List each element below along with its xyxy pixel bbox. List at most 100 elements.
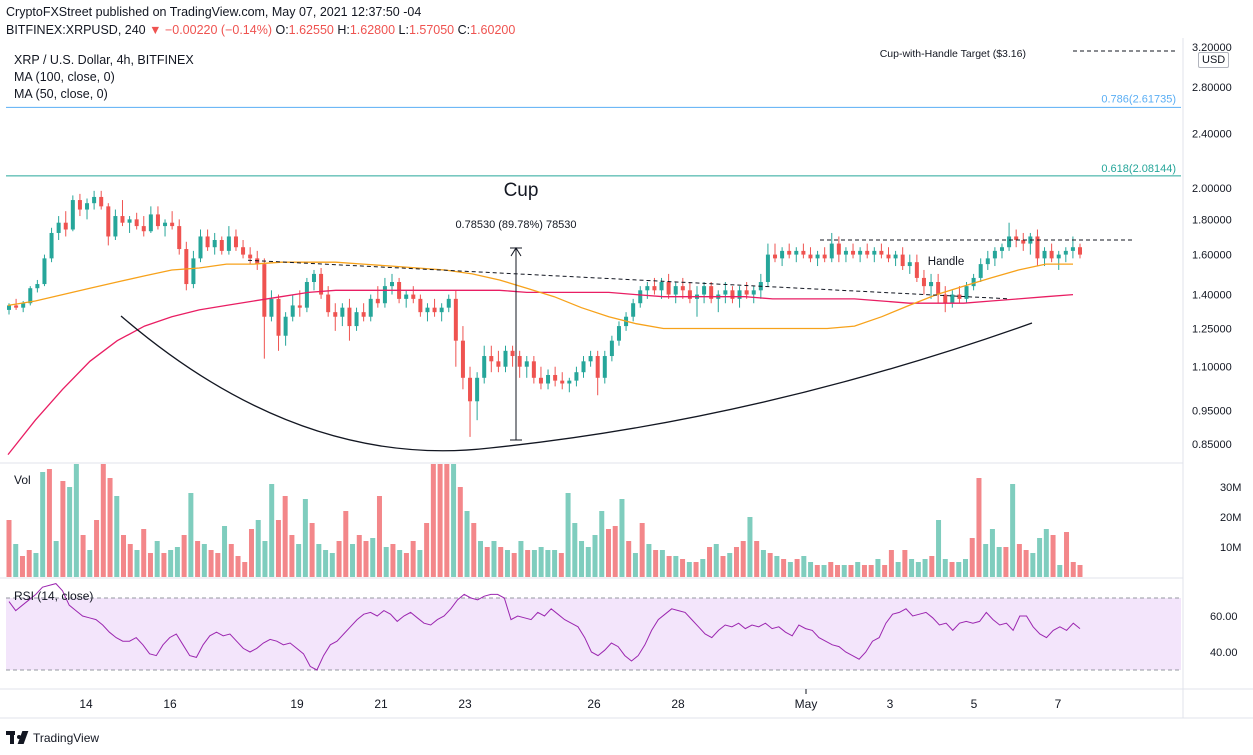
ma50-legend[interactable]: MA (50, close, 0) xyxy=(14,87,108,101)
volume-bar xyxy=(754,541,760,577)
volume-bar xyxy=(161,553,167,577)
candle-body xyxy=(63,222,68,230)
volume-bar xyxy=(168,550,174,577)
candle-body xyxy=(297,305,302,308)
candle-body xyxy=(482,356,487,378)
candle-body xyxy=(524,361,529,367)
candle-body xyxy=(538,377,543,384)
candle-body xyxy=(290,305,295,317)
volume-bar xyxy=(343,511,349,577)
volume-bar xyxy=(680,559,686,577)
volume-bar xyxy=(538,547,544,577)
candle-body xyxy=(787,250,792,255)
candle-body xyxy=(680,286,685,291)
volume-bar xyxy=(383,547,389,577)
candle-body xyxy=(233,236,238,248)
open-value: 1.62550 xyxy=(288,23,334,37)
volume-bar xyxy=(269,484,275,577)
volume-bar xyxy=(969,538,975,577)
volume-bar xyxy=(26,550,32,577)
volume-bar xyxy=(397,550,403,577)
time-tick-label: 14 xyxy=(79,697,93,711)
candle-body xyxy=(553,374,558,381)
close-value: 1.60200 xyxy=(470,23,516,37)
candle-body xyxy=(368,298,373,317)
volume-bar xyxy=(599,511,605,577)
candle-body xyxy=(687,290,692,299)
volume-bar xyxy=(700,559,706,577)
volume-bar xyxy=(296,544,302,577)
volume-bar xyxy=(861,565,867,577)
series-title[interactable]: XRP / U.S. Dollar, 4h, BITFINEX xyxy=(14,53,194,67)
candle-body xyxy=(411,294,416,299)
volume-bar xyxy=(1064,532,1070,577)
candle-body xyxy=(269,298,274,317)
volume-bar xyxy=(363,541,369,577)
time-tick-label: 5 xyxy=(971,697,978,711)
low-label: L: xyxy=(398,23,409,37)
candle-body xyxy=(517,356,522,367)
candle-body xyxy=(992,250,997,259)
candle-body xyxy=(1035,236,1040,259)
tradingview-footer[interactable]: TradingView xyxy=(6,731,99,745)
volume-bar xyxy=(309,523,315,577)
volume-bar xyxy=(100,464,106,577)
volume-bar xyxy=(114,496,120,577)
high-value: 1.62800 xyxy=(349,23,396,37)
ma100-legend[interactable]: MA (100, close, 0) xyxy=(14,70,115,84)
volume-bar xyxy=(13,544,19,577)
candle-body xyxy=(1021,240,1026,244)
volume-bar xyxy=(558,553,564,577)
volume-bar xyxy=(141,529,147,577)
candle-body xyxy=(588,356,593,362)
volume-bar xyxy=(747,517,753,577)
candle-body xyxy=(248,254,253,259)
volume-bar xyxy=(248,529,254,577)
candle-body xyxy=(709,286,714,299)
candle-body xyxy=(872,250,877,255)
candle-body xyxy=(148,214,153,232)
volume-bar xyxy=(1010,484,1016,577)
volume-bar xyxy=(201,544,207,577)
price-tick-label: 0.95000 xyxy=(1192,406,1232,418)
candle-body xyxy=(219,240,224,251)
time-tick-label: 3 xyxy=(887,697,894,711)
candle-body xyxy=(92,196,97,204)
candle-body xyxy=(1007,236,1012,248)
time-tick-label: 28 xyxy=(671,697,685,711)
candle-body xyxy=(425,307,430,313)
time-tick-label: 21 xyxy=(374,697,388,711)
rsi-tick-label: 40.00 xyxy=(1210,647,1238,659)
candle-body xyxy=(460,340,465,378)
volume-bar xyxy=(147,553,153,577)
volume-bar xyxy=(228,544,234,577)
candle-body xyxy=(191,258,196,285)
candle-body xyxy=(241,247,246,255)
candle-body xyxy=(49,232,54,259)
volume-bar xyxy=(868,565,874,577)
volume-bar xyxy=(781,559,787,577)
volume-bar xyxy=(134,550,140,577)
candle-body xyxy=(113,216,118,237)
volume-bar xyxy=(942,559,948,577)
volume-bar xyxy=(552,550,558,577)
volume-bar xyxy=(471,523,477,577)
currency-badge[interactable]: USD xyxy=(1198,52,1230,68)
time-tick-label: May xyxy=(795,697,818,711)
measure-arrowhead xyxy=(510,247,522,257)
high-label: H: xyxy=(337,23,350,37)
candle-body xyxy=(815,254,820,259)
candle-body xyxy=(198,236,203,259)
volume-bar xyxy=(801,556,807,577)
volume-bar xyxy=(255,520,261,577)
time-tick-label: 19 xyxy=(290,697,304,711)
volume-bar xyxy=(875,559,881,577)
volume-bar xyxy=(983,544,989,577)
change-value: ▼ −0.00220 (−0.14%) xyxy=(149,23,272,37)
volume-bar xyxy=(693,562,699,577)
volume-bar xyxy=(417,550,423,577)
volume-bar xyxy=(673,556,679,577)
candle-body xyxy=(1078,247,1082,255)
candle-body xyxy=(170,222,175,227)
